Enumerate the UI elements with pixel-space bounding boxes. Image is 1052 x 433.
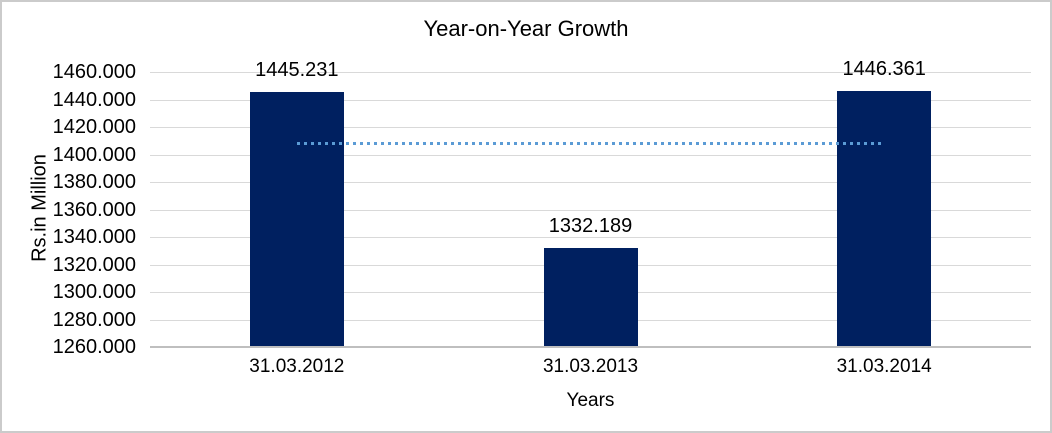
category-label: 31.03.2013 <box>542 356 639 377</box>
x-axis-line <box>150 346 1031 348</box>
x-axis-title: Years <box>566 390 615 411</box>
y-tick-label: 1340.000 <box>52 226 136 248</box>
y-tick-label: 1380.000 <box>52 171 136 193</box>
bar-31.03.2012 <box>249 92 344 347</box>
y-tick-label: 1360.000 <box>52 198 136 221</box>
y-tick-label: 1440.000 <box>52 88 136 111</box>
y-axis-title: Rs.in Million <box>28 154 51 262</box>
y-tick-label: 1420.000 <box>52 116 136 138</box>
y-tick-label: 1460.000 <box>52 61 136 83</box>
gridline <box>150 237 1031 238</box>
data-label: 1332.189 <box>548 214 633 237</box>
chart-title: Year-on-Year Growth <box>423 16 629 41</box>
gridline <box>150 209 1031 211</box>
category-label: 31.03.2012 <box>249 356 345 377</box>
y-tick-label: 1260.000 <box>52 336 136 358</box>
gridline <box>150 154 1031 156</box>
gridline <box>150 72 1031 73</box>
plot-area: 1445.231 1332.189 1446.361 <box>150 58 1031 348</box>
category-label: 31.03.2014 <box>836 356 932 377</box>
y-tick-label: 1400.000 <box>52 143 136 166</box>
y-tick-label: 1280.000 <box>52 308 136 331</box>
bar-31.03.2013 <box>543 247 638 347</box>
gridline <box>150 127 1031 128</box>
data-label: 1446.361 <box>842 57 926 80</box>
gridline <box>150 99 1031 101</box>
y-tick-label: 1300.000 <box>52 281 136 303</box>
y-tick-label: 1320.000 <box>52 253 136 276</box>
trendline <box>296 142 885 146</box>
bar-31.03.2014 <box>837 90 932 347</box>
gridline <box>150 182 1031 183</box>
data-label: 1445.231 <box>255 59 339 82</box>
